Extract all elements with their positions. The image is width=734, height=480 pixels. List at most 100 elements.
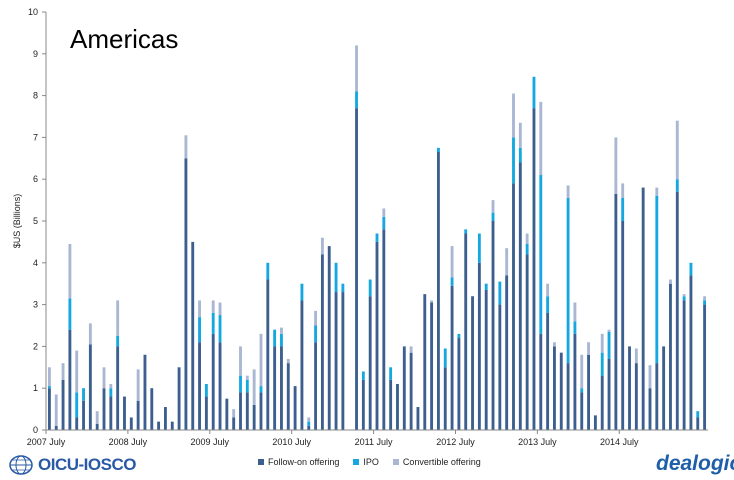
bar-convertible	[566, 185, 570, 199]
globe-icon	[9, 455, 33, 475]
bar-ipo	[75, 392, 79, 418]
bar-follow-on	[382, 229, 386, 430]
bar-follow-on	[184, 158, 188, 431]
bar-follow-on	[669, 283, 672, 430]
bar-follow-on	[621, 221, 625, 430]
bar-convertible	[430, 300, 434, 303]
bar-ipo	[68, 298, 72, 330]
bar-follow-on	[163, 407, 167, 430]
bar-ipo	[307, 421, 311, 426]
bar-follow-on	[170, 421, 174, 430]
bar-convertible	[553, 342, 556, 347]
bar-follow-on	[505, 275, 509, 430]
iosco-logo-text: OICU-IOSCO	[38, 455, 136, 474]
bar-convertible	[518, 122, 522, 148]
y-tick-label: 2	[33, 341, 38, 351]
bar-ipo	[334, 262, 338, 293]
bar-ipo	[436, 147, 440, 153]
bar-follow-on	[566, 363, 570, 430]
bar-ipo	[47, 386, 51, 389]
bar-ipo	[607, 331, 611, 359]
bar-ipo	[300, 283, 304, 301]
dealogic-logo: dealogic	[656, 452, 734, 475]
bar-follow-on	[498, 304, 502, 430]
bar-follow-on	[655, 363, 659, 430]
bar-convertible	[95, 411, 99, 424]
bar-ipo	[675, 179, 679, 192]
legend-label-ipo: IPO	[363, 457, 379, 467]
bar-ipo	[580, 388, 584, 393]
x-tick-label: 2010 July	[272, 437, 311, 447]
y-tick-label: 10	[28, 7, 38, 17]
bar-convertible	[252, 369, 256, 405]
bar-follow-on	[129, 417, 133, 430]
bar-follow-on	[82, 400, 85, 430]
bar-follow-on	[696, 417, 700, 430]
bar-follow-on	[436, 152, 440, 430]
bar-follow-on	[430, 302, 434, 430]
bar-ipo	[696, 411, 700, 418]
bar-ipo	[389, 367, 393, 380]
bar-follow-on	[280, 346, 283, 430]
bar-convertible	[355, 45, 358, 92]
bar-follow-on	[300, 300, 304, 430]
bar-follow-on	[334, 292, 338, 430]
bar-follow-on	[546, 312, 550, 430]
bar-follow-on	[75, 417, 79, 430]
bar-convertible	[61, 363, 65, 380]
bar-ipo	[532, 76, 536, 109]
x-tick-label: 2009 July	[191, 437, 230, 447]
x-tick-label: 2013 July	[518, 437, 557, 447]
bar-convertible	[116, 300, 120, 336]
bar-follow-on	[341, 292, 345, 430]
bar-follow-on	[641, 187, 645, 430]
x-tick-label: 2007 July	[27, 437, 66, 447]
bar-follow-on	[61, 379, 65, 430]
bar-follow-on	[266, 279, 270, 430]
bar-ipo	[204, 384, 208, 397]
bar-follow-on	[150, 388, 154, 430]
bar-ipo	[280, 333, 283, 347]
bar-ipo	[491, 212, 495, 221]
chart-bars	[47, 45, 707, 431]
bar-convertible	[634, 348, 638, 364]
bar-ipo	[82, 388, 85, 401]
bar-follow-on	[293, 386, 297, 430]
bar-follow-on	[648, 388, 652, 430]
bar-ipo	[464, 229, 468, 234]
bar-convertible	[621, 183, 625, 199]
bar-follow-on	[143, 354, 147, 430]
bar-convertible	[491, 200, 495, 213]
bar-follow-on	[191, 241, 195, 430]
bar-convertible	[47, 367, 51, 387]
bar-convertible	[607, 329, 611, 332]
y-axis-title: $US (Billions)	[12, 194, 22, 249]
bar-ipo	[512, 137, 515, 184]
bar-follow-on	[518, 162, 522, 431]
bar-follow-on	[532, 108, 536, 430]
bar-ipo	[116, 335, 120, 347]
bar-follow-on	[389, 379, 393, 430]
bar-convertible	[218, 302, 222, 316]
bar-convertible	[211, 300, 215, 313]
bar-follow-on	[314, 342, 318, 430]
legend-swatch-convertible	[392, 459, 399, 465]
bar-follow-on	[423, 294, 427, 430]
bar-ipo	[314, 325, 318, 343]
bar-follow-on	[54, 425, 58, 430]
bar-follow-on	[204, 396, 208, 430]
bar-follow-on	[580, 392, 584, 430]
bar-convertible	[286, 358, 290, 364]
iosco-logo: OICU-IOSCO	[8, 454, 136, 476]
bar-follow-on	[116, 346, 120, 430]
bar-convertible	[573, 302, 577, 322]
bar-ipo	[539, 175, 543, 334]
bar-convertible	[245, 375, 249, 380]
bar-convertible	[136, 369, 140, 401]
bar-ipo	[450, 277, 454, 286]
bar-convertible	[539, 101, 543, 176]
bar-follow-on	[553, 346, 556, 430]
chart-axes: 0 1 2 3 4 5 6 7 8 9 10 $US (Billions) 2007 July 2008 …	[12, 7, 708, 447]
bar-follow-on	[512, 183, 515, 430]
